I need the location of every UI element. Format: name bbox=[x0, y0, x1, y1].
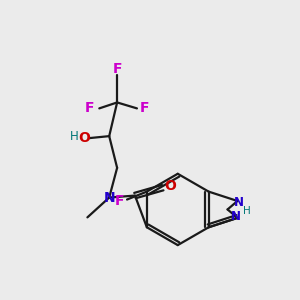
Text: O: O bbox=[79, 131, 90, 145]
Text: F: F bbox=[114, 194, 124, 208]
Text: H: H bbox=[70, 130, 79, 142]
Text: F: F bbox=[112, 62, 122, 76]
Text: N: N bbox=[233, 196, 244, 209]
Text: H: H bbox=[242, 206, 250, 216]
Text: F: F bbox=[85, 101, 94, 116]
Text: O: O bbox=[165, 179, 177, 193]
Text: F: F bbox=[140, 101, 150, 116]
Text: N: N bbox=[230, 210, 241, 224]
Text: N: N bbox=[103, 190, 115, 205]
